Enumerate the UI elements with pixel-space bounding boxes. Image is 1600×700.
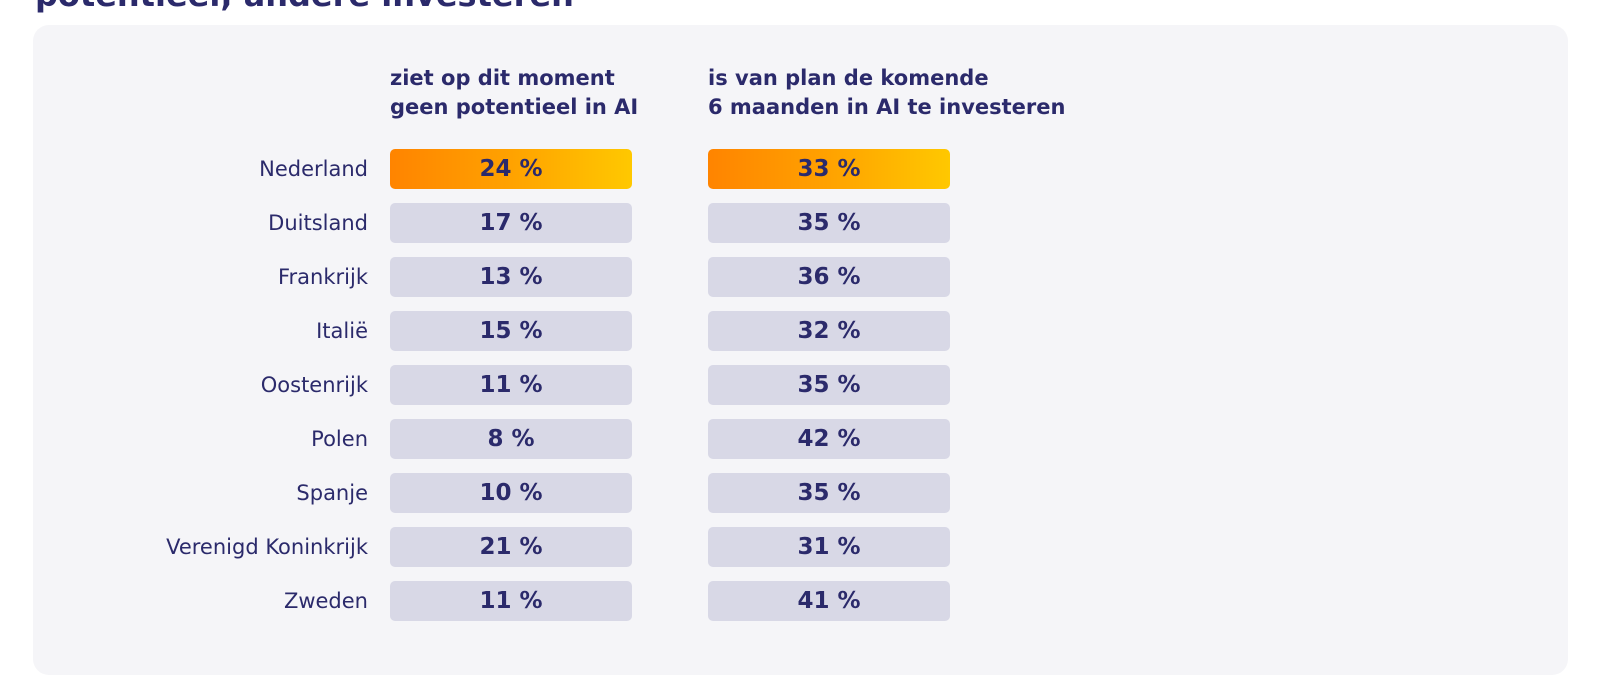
value-pill-no-potential: 8 % [390,419,632,459]
value-pill-no-potential: 24 % [390,149,632,189]
value-pill-no-potential: 21 % [390,527,632,567]
value-pill-plans-invest: 33 % [708,149,950,189]
country-label: Frankrijk [278,265,368,289]
value-pill-plans-invest: 41 % [708,581,950,621]
chart-card: ziet op dit moment geen potentieel in AI… [33,25,1568,675]
country-label: Verenigd Koninkrijk [166,535,368,559]
value-pill-no-potential: 11 % [390,581,632,621]
country-label: Oostenrijk [260,373,368,397]
value-pill-plans-invest: 35 % [708,365,950,405]
value-pill-plans-invest: 31 % [708,527,950,567]
column-header-line: 6 maanden in AI te investeren [708,95,1066,119]
value-pill-no-potential: 17 % [390,203,632,243]
country-label: Italië [316,319,368,343]
country-label: Zweden [283,589,368,613]
country-label: Spanje [296,481,368,505]
value-pill-plans-invest: 32 % [708,311,950,351]
value-pill-plans-invest: 36 % [708,257,950,297]
value-pill-no-potential: 13 % [390,257,632,297]
value-pill-no-potential: 10 % [390,473,632,513]
column-header-line: geen potentieel in AI [390,95,639,119]
country-label: Polen [311,427,368,451]
value-pill-no-potential: 15 % [390,311,632,351]
value-pill-plans-invest: 35 % [708,203,950,243]
value-pill-plans-invest: 42 % [708,419,950,459]
value-pill-no-potential: 11 % [390,365,632,405]
footer-note-cut-off [35,690,1435,700]
page-heading: potentieel, andere investeren [35,0,574,12]
column-header-plans-invest: is van plan de komende 6 maanden in AI t… [708,64,1065,122]
country-label: Nederland [259,157,368,181]
column-header-line: is van plan de komende [708,66,989,90]
value-pill-plans-invest: 35 % [708,473,950,513]
column-header-line: ziet op dit moment [390,66,615,90]
column-header-no-potential: ziet op dit moment geen potentieel in AI [390,64,638,122]
country-label: Duitsland [268,211,368,235]
